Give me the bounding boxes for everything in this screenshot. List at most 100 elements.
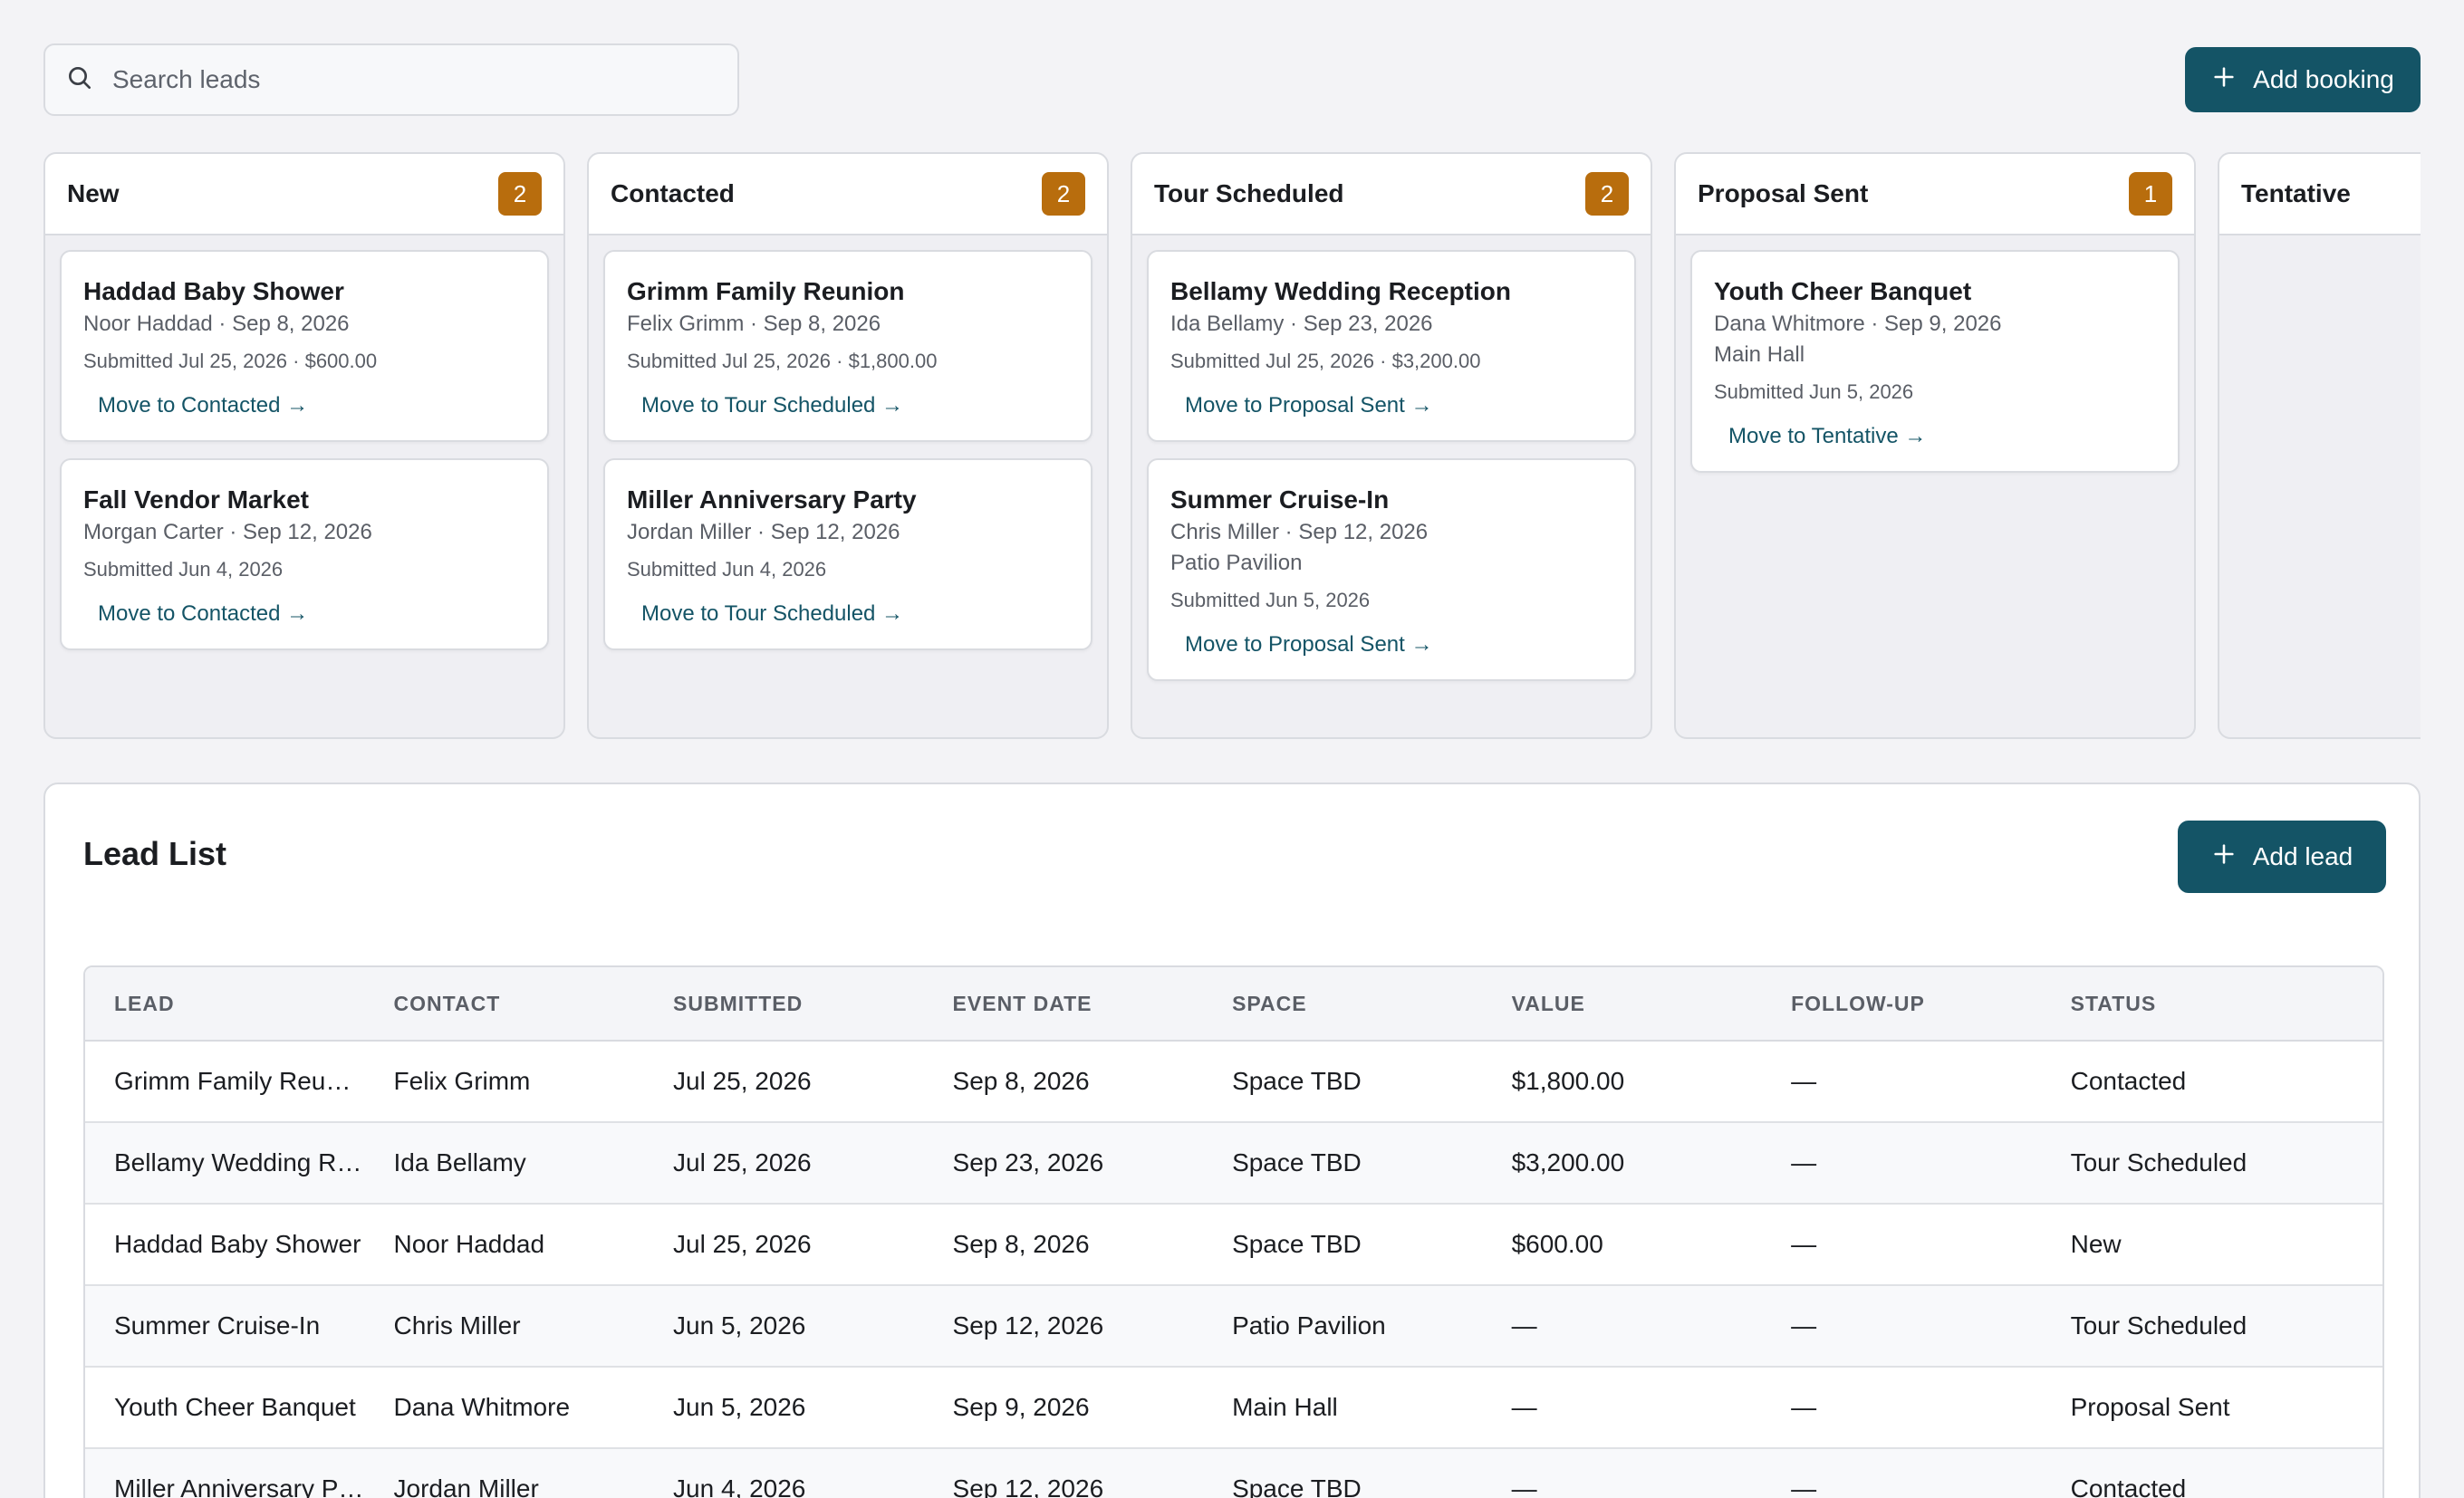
cell-event-date: Sep 12, 2026 [952, 1474, 1104, 1498]
table-row[interactable]: Haddad Baby Shower Noor Haddad Jul 25, 2… [85, 1205, 2382, 1286]
table-row[interactable]: Bellamy Wedding Reception Ida Bellamy Ju… [85, 1123, 2382, 1205]
lead-card[interactable]: Youth Cheer Banquet Dana Whitmore · Sep … [1690, 250, 2180, 473]
board-column-tentative: Tentative [2218, 152, 2421, 739]
cell-lead: Haddad Baby Shower [114, 1230, 361, 1258]
cell-follow-up: — [1791, 1148, 1817, 1176]
lead-card-title: Summer Cruise-In [1170, 485, 1390, 514]
column-body: Haddad Baby Shower Noor Haddad · Sep 8, … [45, 235, 563, 650]
lead-card[interactable]: Haddad Baby Shower Noor Haddad · Sep 8, … [60, 250, 549, 442]
column-header-event-date[interactable]: EVENT DATE [952, 991, 1092, 1015]
lead-card-title: Miller Anniversary Party [627, 485, 917, 514]
lead-card[interactable]: Miller Anniversary Party Jordan Miller ·… [603, 458, 1092, 650]
board-column-contacted: Contacted 2 Grimm Family Reunion Felix G… [587, 152, 1109, 739]
cell-contact: Chris Miller [393, 1311, 521, 1340]
lead-card-submitted: Submitted Jun 4, 2026 [627, 558, 827, 581]
lead-card-submitted: Submitted Jun 4, 2026 [83, 558, 284, 581]
move-stage-link[interactable]: Move to Tour Scheduled → [641, 601, 904, 626]
column-title: Contacted [611, 179, 735, 207]
lead-list-title: Lead List [83, 835, 227, 872]
lead-card-title: Fall Vendor Market [83, 485, 309, 514]
cell-submitted: Jun 5, 2026 [673, 1311, 806, 1340]
lead-card-title: Youth Cheer Banquet [1714, 277, 1972, 305]
search-input[interactable] [112, 65, 710, 94]
column-header-submitted[interactable]: SUBMITTED [673, 991, 804, 1015]
table-row[interactable]: Miller Anniversary Party Jordan Miller J… [85, 1449, 2382, 1498]
column-header-follow-up[interactable]: FOLLOW-UP [1791, 991, 1925, 1015]
column-title: Proposal Sent [1698, 179, 1869, 207]
cell-lead: Youth Cheer Banquet [114, 1393, 356, 1421]
column-count-badge: 2 [1585, 172, 1629, 216]
lead-list-panel: Lead List Add lead LEAD CONTACT SUBMITTE… [43, 783, 2421, 1498]
lead-card[interactable]: Bellamy Wedding Reception Ida Bellamy · … [1147, 250, 1636, 442]
move-stage-link[interactable]: Move to Proposal Sent → [1185, 632, 1433, 657]
cell-value: $3,200.00 [1511, 1148, 1625, 1176]
cell-follow-up: — [1791, 1393, 1817, 1421]
search-icon [65, 63, 94, 97]
cell-status: Tour Scheduled [2070, 1311, 2247, 1340]
lead-card-contact-date: Ida Bellamy · Sep 23, 2026 [1170, 312, 1433, 336]
column-header-value[interactable]: VALUE [1511, 991, 1585, 1015]
cell-submitted: Jul 25, 2026 [673, 1230, 812, 1258]
table-row[interactable]: Summer Cruise-In Chris Miller Jun 5, 202… [85, 1286, 2382, 1368]
cell-status: Proposal Sent [2070, 1393, 2230, 1421]
lead-card-space: Patio Pavilion [1170, 551, 1303, 575]
column-title: Tour Scheduled [1154, 179, 1344, 207]
lead-card-title: Haddad Baby Shower [83, 277, 344, 305]
cell-lead: Summer Cruise-In [114, 1311, 321, 1340]
move-stage-link[interactable]: Move to Tentative → [1728, 424, 1927, 448]
column-header-space[interactable]: SPACE [1232, 991, 1307, 1015]
cell-contact: Dana Whitmore [393, 1393, 571, 1421]
lead-card-contact-date: Jordan Miller · Sep 12, 2026 [627, 520, 900, 544]
move-stage-link[interactable]: Move to Contacted → [98, 393, 309, 418]
lead-card-submitted: Submitted Jul 25, 2026 · $1,800.00 [627, 350, 938, 372]
cell-follow-up: — [1791, 1067, 1817, 1095]
lead-card-contact-date: Morgan Carter · Sep 12, 2026 [83, 520, 372, 544]
cell-submitted: Jun 4, 2026 [673, 1474, 806, 1498]
add-lead-label: Add lead [2252, 842, 2353, 870]
lead-card[interactable]: Summer Cruise-In Chris Miller · Sep 12, … [1147, 458, 1636, 681]
lead-card-submitted: Submitted Jun 5, 2026 [1714, 380, 1914, 403]
column-body: Youth Cheer Banquet Dana Whitmore · Sep … [1676, 235, 2194, 473]
add-booking-button[interactable]: Add booking [2185, 47, 2421, 112]
cell-value: $1,800.00 [1511, 1067, 1625, 1095]
cell-value: $600.00 [1511, 1230, 1603, 1258]
add-lead-button[interactable]: Add lead [2178, 821, 2386, 893]
column-count-badge: 2 [1042, 172, 1085, 216]
cell-space: Patio Pavilion [1232, 1311, 1386, 1340]
cell-event-date: Sep 8, 2026 [952, 1230, 1090, 1258]
move-stage-link[interactable]: Move to Proposal Sent → [1185, 393, 1433, 418]
cell-status: Tour Scheduled [2070, 1148, 2247, 1176]
column-header: Contacted 2 [589, 154, 1107, 235]
move-stage-link[interactable]: Move to Contacted → [98, 601, 309, 626]
cell-submitted: Jun 5, 2026 [673, 1393, 806, 1421]
lead-card-contact-date: Noor Haddad · Sep 8, 2026 [83, 312, 350, 336]
table-row[interactable]: Grimm Family Reunion Felix Grimm Jul 25,… [85, 1042, 2382, 1123]
cell-contact: Ida Bellamy [393, 1148, 526, 1176]
cell-submitted: Jul 25, 2026 [673, 1148, 812, 1176]
column-header-lead[interactable]: LEAD [114, 991, 175, 1015]
board-column-new: New 2 Haddad Baby Shower Noor Haddad · S… [43, 152, 565, 739]
cell-value: — [1511, 1311, 1537, 1340]
column-count-badge: 2 [498, 172, 542, 216]
column-body: Grimm Family Reunion Felix Grimm · Sep 8… [589, 235, 1107, 650]
lead-card[interactable]: Grimm Family Reunion Felix Grimm · Sep 8… [603, 250, 1092, 442]
cell-status: Contacted [2070, 1067, 2187, 1095]
lead-card-submitted: Submitted Jul 25, 2026 · $600.00 [83, 350, 378, 372]
column-header-status[interactable]: STATUS [2070, 991, 2157, 1015]
column-title: New [67, 179, 120, 207]
column-count-badge: 1 [2129, 172, 2172, 216]
move-stage-link[interactable]: Move to Tour Scheduled → [641, 393, 904, 418]
column-title: Tentative [2241, 179, 2351, 207]
cell-submitted: Jul 25, 2026 [673, 1067, 812, 1095]
column-header-contact[interactable]: CONTACT [393, 991, 501, 1015]
table-row[interactable]: Youth Cheer Banquet Dana Whitmore Jun 5,… [85, 1368, 2382, 1449]
search-box[interactable] [43, 43, 739, 116]
table-header: LEAD CONTACT SUBMITTED EVENT DATE SPACE … [85, 967, 2382, 1042]
cell-space: Space TBD [1232, 1230, 1362, 1258]
board-column-proposal-sent: Proposal Sent 1 Youth Cheer Banquet Dana… [1674, 152, 2196, 739]
cell-contact: Felix Grimm [393, 1067, 531, 1095]
lead-card-submitted: Submitted Jul 25, 2026 · $3,200.00 [1170, 350, 1481, 372]
lead-card[interactable]: Fall Vendor Market Morgan Carter · Sep 1… [60, 458, 549, 650]
column-header: Tour Scheduled 2 [1132, 154, 1651, 235]
